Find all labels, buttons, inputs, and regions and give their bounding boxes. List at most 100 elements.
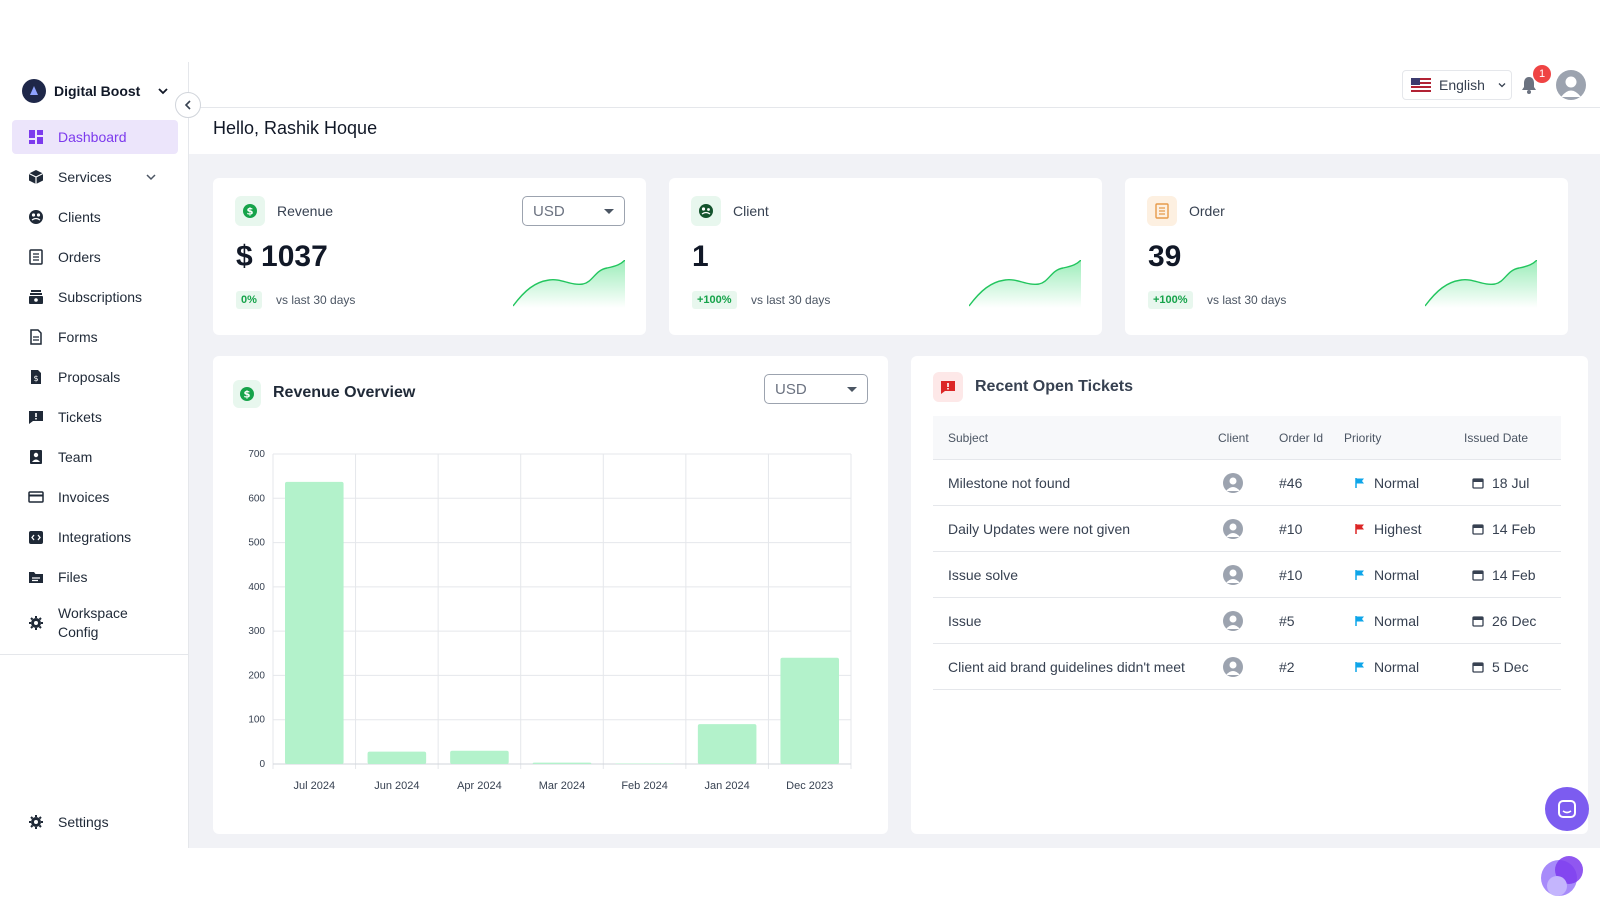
avatar: [1223, 564, 1243, 585]
table-row[interactable]: Milestone not found #46 Normal 18 Jul: [933, 460, 1561, 506]
sidebar-item-integrations[interactable]: Integrations: [12, 520, 178, 554]
sidebar-divider: [0, 654, 189, 655]
order-stat-card: Order 39 +100% vs last 30 days: [1125, 178, 1568, 335]
stat-value: 1: [692, 240, 709, 273]
sidebar-item-files[interactable]: Files: [12, 560, 178, 594]
sidebar-item-orders[interactable]: Orders: [12, 240, 178, 274]
workspace-switcher[interactable]: Digital Boost: [22, 78, 170, 104]
revenue-currency-select[interactable]: USD: [522, 196, 625, 226]
ticket-issued-date: 14 Feb: [1458, 521, 1561, 537]
integrations-icon: [28, 529, 44, 545]
sidebar-item-team[interactable]: Team: [12, 440, 178, 474]
stat-label: Client: [733, 203, 769, 219]
date-label: 14 Feb: [1492, 520, 1536, 537]
sidebar-item-forms[interactable]: Forms: [12, 320, 178, 354]
app-shell: Digital Boost Dashboard Services Clients…: [0, 62, 1600, 848]
ticket-subject: Issue: [948, 612, 982, 629]
x-tick-label: Jul 2024: [293, 780, 335, 792]
change-badge: +100%: [1148, 291, 1193, 309]
sidebar-item-subscriptions[interactable]: Subscriptions: [12, 280, 178, 314]
chart-bar[interactable]: [780, 657, 839, 764]
y-tick-label: 400: [248, 582, 265, 593]
column-header-issued-date: Issued Date: [1464, 430, 1529, 445]
calendar-icon: [1472, 569, 1484, 581]
workspace-config-icon: [28, 615, 44, 631]
calendar-icon: [1472, 523, 1484, 535]
invoices-icon: [28, 489, 44, 505]
x-tick-label: Feb 2024: [621, 780, 667, 792]
sparkline-chart: [513, 260, 625, 308]
ticket-order-id: #10: [1279, 566, 1303, 583]
comparison-text: vs last 30 days: [751, 293, 831, 307]
client-stat-card: Client 1 +100% vs last 30 days: [669, 178, 1102, 335]
ticket-order-id: #46: [1279, 474, 1303, 491]
language-select[interactable]: English: [1402, 70, 1512, 100]
sidebar-item-tickets[interactable]: Tickets: [12, 400, 178, 434]
chart-bar[interactable]: [450, 750, 509, 764]
sidebar-item-workspace-config[interactable]: Workspace Config: [12, 600, 178, 646]
caret-down-icon: [604, 209, 614, 214]
table-row[interactable]: Issue solve #10 Normal 14 Feb: [933, 552, 1561, 598]
avatar: [1223, 610, 1243, 631]
subscriptions-icon: [28, 289, 44, 305]
ticket-issued-date: 26 Dec: [1458, 613, 1561, 629]
comparison-text: vs last 30 days: [1207, 293, 1287, 307]
sidebar-item-proposals[interactable]: $ Proposals: [12, 360, 178, 394]
revenue-overview-title: Revenue Overview: [273, 384, 416, 401]
app-logo-icon: [1541, 856, 1583, 896]
sidebar-item-label: Integrations: [58, 529, 132, 545]
table-row[interactable]: Issue #5 Normal 26 Dec: [933, 598, 1561, 644]
chevron-left-icon: [184, 100, 191, 110]
sidebar-item-services[interactable]: Services: [12, 160, 178, 194]
sidebar-item-settings[interactable]: Settings: [28, 814, 109, 830]
ticket-issued-date: 18 Jul: [1458, 475, 1561, 491]
sidebar-item-label: Orders: [58, 249, 101, 265]
y-tick-label: 300: [248, 626, 265, 637]
chat-launcher-button[interactable]: [1545, 787, 1589, 831]
chevron-down-icon: [146, 174, 156, 181]
top-header: English 1: [189, 62, 1600, 108]
column-header-priority: Priority: [1344, 430, 1382, 445]
avatar: [1223, 518, 1243, 539]
chart-bar[interactable]: [697, 724, 757, 764]
sidebar-item-dashboard[interactable]: Dashboard: [12, 120, 178, 154]
chart-bar[interactable]: [615, 763, 674, 765]
date-label: 26 Dec: [1492, 612, 1537, 629]
sparkline-chart: [969, 260, 1081, 308]
date-label: 5 Dec: [1492, 658, 1529, 675]
sidebar-item-invoices[interactable]: Invoices: [12, 480, 178, 514]
flag-icon: [1355, 661, 1364, 672]
svg-text:$: $: [247, 207, 254, 218]
change-badge: 0%: [236, 291, 262, 309]
ticket-order-id: #5: [1279, 612, 1295, 629]
chart-bar[interactable]: [532, 762, 592, 764]
ticket-alert-icon: [933, 372, 963, 402]
revenue-overview-card: $ Revenue Overview USD 0 100 200 300 400 500 6…: [213, 356, 888, 834]
stat-label: Revenue: [277, 203, 334, 219]
collapse-sidebar-button[interactable]: [175, 92, 201, 118]
sidebar-item-clients[interactable]: Clients: [12, 200, 178, 234]
dollar-icon: $: [235, 196, 265, 226]
language-label: English: [1439, 77, 1485, 93]
avatar: [1223, 656, 1243, 677]
table-row[interactable]: Client aid brand guidelines didn't meet #…: [933, 644, 1561, 690]
revenue-overview-currency-select[interactable]: USD: [764, 374, 868, 404]
x-tick-label: Mar 2024: [539, 780, 585, 792]
chart-bar[interactable]: [285, 481, 344, 764]
x-tick-label: Dec 2023: [786, 780, 833, 792]
table-body: Milestone not found #46 Normal 18 Jul Daily …: [933, 460, 1561, 690]
sidebar-item-label: Clients: [58, 209, 101, 225]
chart-bar[interactable]: [367, 751, 427, 764]
cube-icon: [28, 169, 44, 185]
ticket-subject: Client aid brand guidelines didn't meet: [948, 658, 1185, 675]
client-avatar: [1203, 656, 1263, 677]
table-row[interactable]: Daily Updates were not given #10 Highest 14…: [933, 506, 1561, 552]
user-avatar[interactable]: [1556, 70, 1586, 100]
y-tick-label: 700: [248, 449, 265, 460]
chat-icon: [1558, 800, 1576, 818]
sidebar-item-label: Forms: [58, 329, 98, 345]
notification-bell-icon[interactable]: [1519, 75, 1539, 95]
chevron-down-icon: [1498, 83, 1506, 88]
column-header-subject: Subject: [948, 430, 989, 445]
sidebar-item-label: Dashboard: [58, 129, 127, 145]
